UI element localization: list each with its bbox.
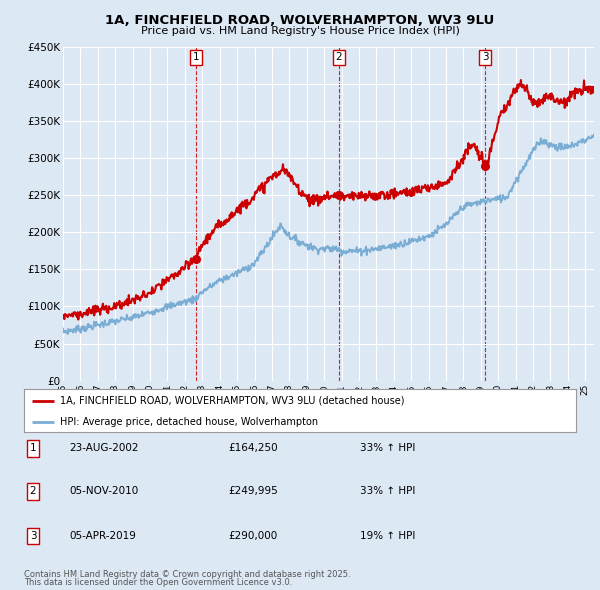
- Text: 05-NOV-2010: 05-NOV-2010: [69, 487, 138, 496]
- Text: Contains HM Land Registry data © Crown copyright and database right 2025.: Contains HM Land Registry data © Crown c…: [24, 570, 350, 579]
- Text: 2: 2: [29, 487, 37, 496]
- Text: £290,000: £290,000: [228, 531, 277, 540]
- Text: £249,995: £249,995: [228, 487, 278, 496]
- Text: £164,250: £164,250: [228, 444, 278, 453]
- Text: 3: 3: [482, 52, 488, 62]
- Text: 1A, FINCHFIELD ROAD, WOLVERHAMPTON, WV3 9LU: 1A, FINCHFIELD ROAD, WOLVERHAMPTON, WV3 …: [106, 14, 494, 27]
- Text: This data is licensed under the Open Government Licence v3.0.: This data is licensed under the Open Gov…: [24, 578, 292, 587]
- Text: 33% ↑ HPI: 33% ↑ HPI: [360, 487, 415, 496]
- Text: 1: 1: [29, 444, 37, 453]
- Text: HPI: Average price, detached house, Wolverhampton: HPI: Average price, detached house, Wolv…: [60, 417, 318, 427]
- Text: 2: 2: [335, 52, 342, 62]
- Text: 19% ↑ HPI: 19% ↑ HPI: [360, 531, 415, 540]
- Text: Price paid vs. HM Land Registry's House Price Index (HPI): Price paid vs. HM Land Registry's House …: [140, 26, 460, 36]
- Text: 33% ↑ HPI: 33% ↑ HPI: [360, 444, 415, 453]
- Text: 05-APR-2019: 05-APR-2019: [69, 531, 136, 540]
- Text: 1A, FINCHFIELD ROAD, WOLVERHAMPTON, WV3 9LU (detached house): 1A, FINCHFIELD ROAD, WOLVERHAMPTON, WV3 …: [60, 396, 404, 406]
- Text: 23-AUG-2002: 23-AUG-2002: [69, 444, 139, 453]
- Text: 3: 3: [29, 531, 37, 540]
- Text: 1: 1: [193, 52, 199, 62]
